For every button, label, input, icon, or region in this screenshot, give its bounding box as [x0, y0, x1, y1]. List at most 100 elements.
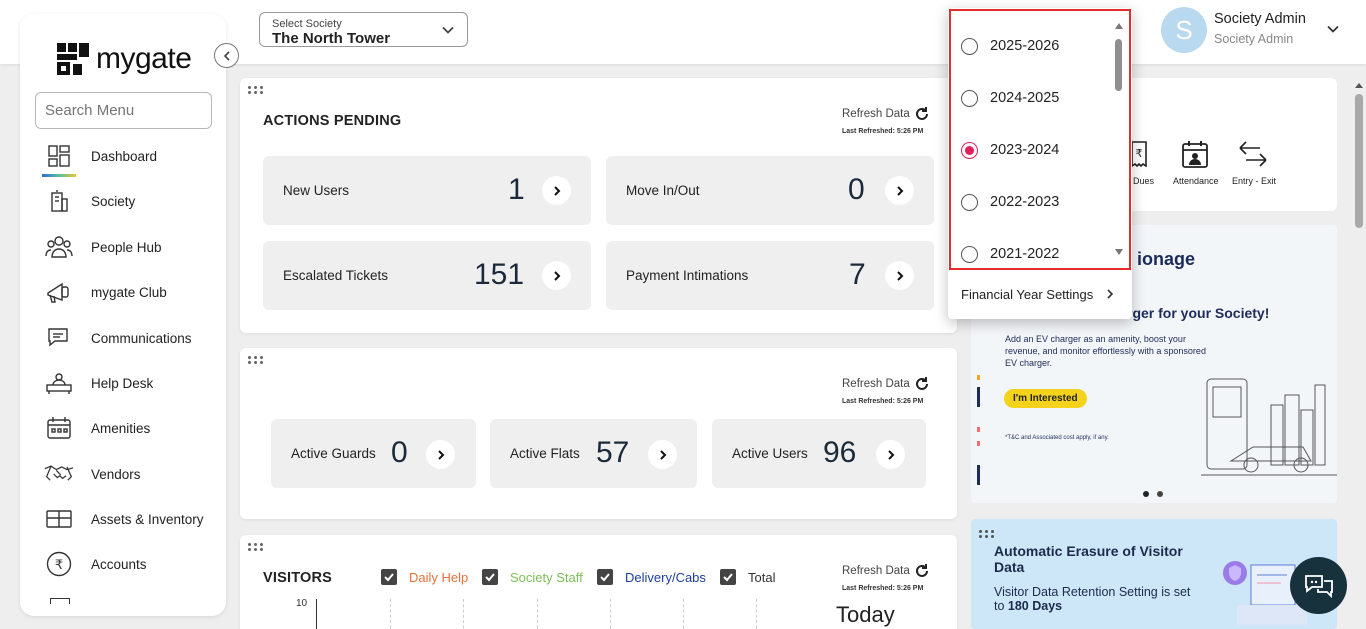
fy-option-2021-2022[interactable]: 2021-2022: [961, 239, 1059, 268]
fy-option-2023-2024[interactable]: 2023-2024: [961, 135, 1059, 165]
user-menu[interactable]: S Society Admin Society Admin: [1161, 7, 1351, 55]
fy-option-2022-2023[interactable]: 2022-2023: [961, 187, 1059, 217]
radio-unchecked-icon[interactable]: [961, 245, 978, 263]
fy-list-scrollbar[interactable]: [1115, 23, 1123, 255]
chevron-right-icon[interactable]: [542, 261, 571, 290]
sidebar-item-vendors[interactable]: Vendors: [44, 454, 224, 494]
refresh-data-button[interactable]: Refresh Data: [842, 563, 930, 579]
y-axis-tick: 10: [296, 598, 308, 609]
sidebar-next-item-partial: [50, 598, 70, 604]
sidebar-item-mygate-club[interactable]: mygate Club: [44, 272, 224, 312]
invoice-icon[interactable]: ₹: [1130, 141, 1148, 172]
drag-handle-icon[interactable]: [979, 527, 995, 538]
brand-logo: mygate: [56, 42, 192, 76]
fy-option-2025-2026[interactable]: 2025-2026: [961, 31, 1059, 61]
chevron-right-icon: [1107, 289, 1114, 299]
sidebar: mygate Dashboard Society People Hub myga…: [20, 14, 226, 616]
radio-unchecked-icon[interactable]: [961, 37, 978, 55]
filter-delivery-cabs[interactable]: Delivery/Cabs: [597, 569, 706, 585]
calendar-icon: [44, 413, 74, 443]
filter-daily-help[interactable]: Daily Help: [381, 569, 468, 585]
building-icon: [44, 186, 74, 216]
banner-footnote: *T&C and Associated cost apply, if any.: [1005, 435, 1109, 441]
scroll-up-icon: [1115, 23, 1123, 29]
filter-society-staff[interactable]: Society Staff: [482, 569, 583, 585]
checkbox-checked-icon[interactable]: [720, 569, 736, 585]
quick-action-label[interactable]: Dues: [1133, 176, 1155, 186]
sidebar-item-communications[interactable]: Communications: [44, 318, 224, 358]
society-select[interactable]: Select Society The North Tower: [259, 12, 468, 47]
svg-text:₹: ₹: [1136, 147, 1143, 160]
checkbox-checked-icon[interactable]: [381, 569, 397, 585]
page-scroll-thumb[interactable]: [1355, 94, 1363, 228]
sidebar-item-label: Assets & Inventory: [91, 511, 204, 527]
chevron-right-icon[interactable]: [648, 440, 677, 469]
info-card-body-text: Visitor Data Retention Setting is set to: [994, 585, 1191, 613]
attendance-icon[interactable]: [1182, 140, 1208, 173]
checkbox-checked-icon[interactable]: [597, 569, 613, 585]
sidebar-item-amenities[interactable]: Amenities: [44, 408, 224, 448]
sidebar-item-accounts[interactable]: ₹ Accounts: [44, 544, 224, 584]
stat-move-in-out[interactable]: Move In/Out 0: [606, 156, 934, 225]
stat-active-users[interactable]: Active Users 96: [712, 419, 926, 488]
radio-unchecked-icon[interactable]: [961, 193, 978, 211]
banner-cta-button[interactable]: I'm Interested: [1004, 389, 1087, 408]
search-menu-input[interactable]: [35, 92, 212, 129]
refresh-label: Refresh Data: [842, 108, 910, 120]
refresh-label: Refresh Data: [842, 565, 910, 577]
radio-checked-icon[interactable]: [961, 141, 978, 159]
carousel-dot[interactable]: [1157, 491, 1163, 497]
stat-escalated-tickets[interactable]: Escalated Tickets 151: [263, 241, 591, 310]
fy-list-scroll-thumb[interactable]: [1115, 39, 1122, 91]
checkbox-checked-icon[interactable]: [482, 569, 498, 585]
fy-option-2024-2025[interactable]: 2024-2025: [961, 83, 1059, 113]
stat-new-users[interactable]: New Users 1: [263, 156, 591, 225]
page-scrollbar[interactable]: [1353, 78, 1365, 629]
stat-label: New Users: [283, 183, 350, 198]
stat-value: 0: [848, 173, 865, 206]
refresh-data-button[interactable]: Refresh Data: [842, 376, 930, 392]
info-card-title: Automatic Erasure of Visitor Data: [994, 543, 1183, 575]
filter-total[interactable]: Total: [720, 569, 775, 585]
rupee-icon: ₹: [44, 549, 74, 579]
sidebar-item-assets-inventory[interactable]: Assets & Inventory: [44, 499, 224, 539]
chevron-right-icon[interactable]: [542, 176, 571, 205]
grid-line: [756, 599, 757, 629]
scroll-up-icon: [1355, 83, 1363, 88]
refresh-data-button[interactable]: Refresh Data: [842, 106, 930, 122]
entry-exit-icon[interactable]: [1238, 140, 1268, 173]
stat-payment-intimations[interactable]: Payment Intimations 7: [606, 241, 934, 310]
chevron-right-icon[interactable]: [885, 261, 914, 290]
sidebar-item-help-desk[interactable]: Help Desk: [44, 363, 224, 403]
quick-action-label[interactable]: Attendance: [1173, 176, 1219, 186]
refresh-icon: [915, 107, 928, 120]
visitor-data-erasure-card[interactable]: Automatic Erasure of Visitor Data Visito…: [971, 519, 1337, 629]
carousel-dot-active[interactable]: [1143, 491, 1149, 497]
filter-label: Society Staff: [510, 569, 583, 585]
financial-year-settings-button[interactable]: Financial Year Settings: [948, 274, 1132, 314]
stat-label: Payment Intimations: [626, 268, 749, 283]
drag-handle-icon[interactable]: [248, 356, 264, 366]
banner-headline: rger for your Society!: [1127, 305, 1270, 321]
chevron-right-icon[interactable]: [876, 440, 905, 469]
sidebar-item-society[interactable]: Society: [44, 181, 224, 221]
chat-support-button[interactable]: [1290, 557, 1347, 614]
sidebar-item-label: Amenities: [91, 420, 151, 436]
handshake-icon: [44, 459, 74, 489]
megaphone-icon: [44, 277, 74, 307]
quick-action-label[interactable]: Entry - Exit: [1232, 176, 1277, 186]
drag-handle-icon[interactable]: [248, 543, 264, 553]
stat-active-flats[interactable]: Active Flats 57: [490, 419, 697, 488]
radio-unchecked-icon[interactable]: [961, 89, 978, 107]
scroll-down-icon: [1115, 249, 1123, 255]
grid-line: [463, 599, 464, 629]
sidebar-collapse-button[interactable]: [214, 43, 239, 68]
chat-icon: [44, 323, 74, 353]
drag-handle-icon[interactable]: [248, 86, 264, 96]
chevron-right-icon[interactable]: [885, 176, 914, 205]
ev-car-illustration: [1201, 378, 1337, 476]
chevron-right-icon[interactable]: [426, 440, 455, 469]
sidebar-item-people-hub[interactable]: People Hub: [44, 227, 224, 267]
stat-active-guards[interactable]: Active Guards 0: [271, 419, 476, 488]
sidebar-item-dashboard[interactable]: Dashboard: [44, 136, 224, 176]
